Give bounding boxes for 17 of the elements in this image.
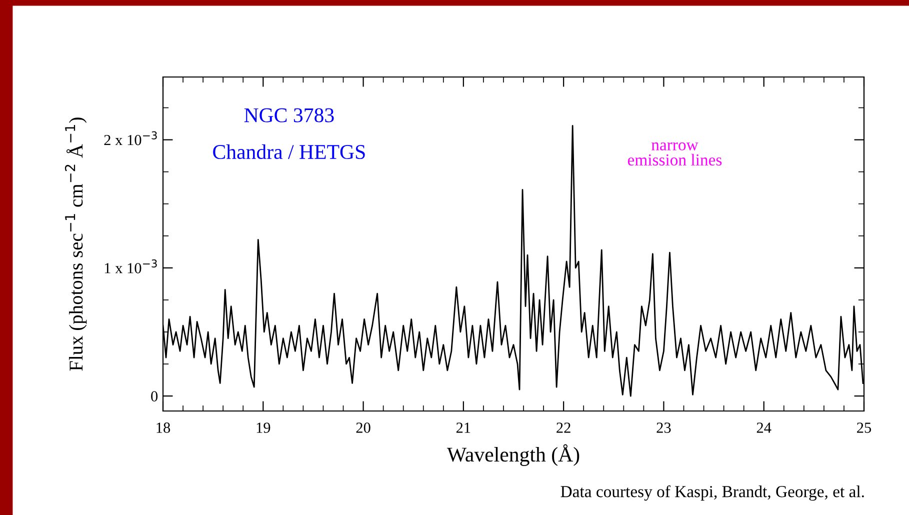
y-tick-label: 0 xyxy=(151,391,158,402)
y-tick-label: 2 x 10$^{−3}$ xyxy=(104,131,157,146)
x-tick-label: 24 xyxy=(756,422,772,433)
text: Data courtesy of Kaspi, Brandt, George, et al. xyxy=(560,485,864,501)
x-tick-label: 22 xyxy=(556,422,570,433)
x-tick-label: 21 xyxy=(456,422,470,433)
x-tick-label: 18 xyxy=(156,422,170,433)
x-tick-label: 19 xyxy=(256,422,270,433)
x-tick-label: 20 xyxy=(356,422,370,433)
x-tick-label: 23 xyxy=(656,422,671,433)
annotation: Chandra / HETGS xyxy=(213,144,365,160)
x-tick-label: 25 xyxy=(857,422,872,433)
annotation: NGC 3783 xyxy=(244,108,334,122)
annotation: narrow emission lines xyxy=(628,142,722,166)
y-tick-label: 1 x 10$^{−3}$ xyxy=(104,259,157,274)
y-axis-title: Flux (photons sec$^{−1}$ cm$^{−2}$ Å$^{−1}$) xyxy=(64,118,87,371)
x-axis-title: Wavelength (Å) xyxy=(446,444,580,466)
